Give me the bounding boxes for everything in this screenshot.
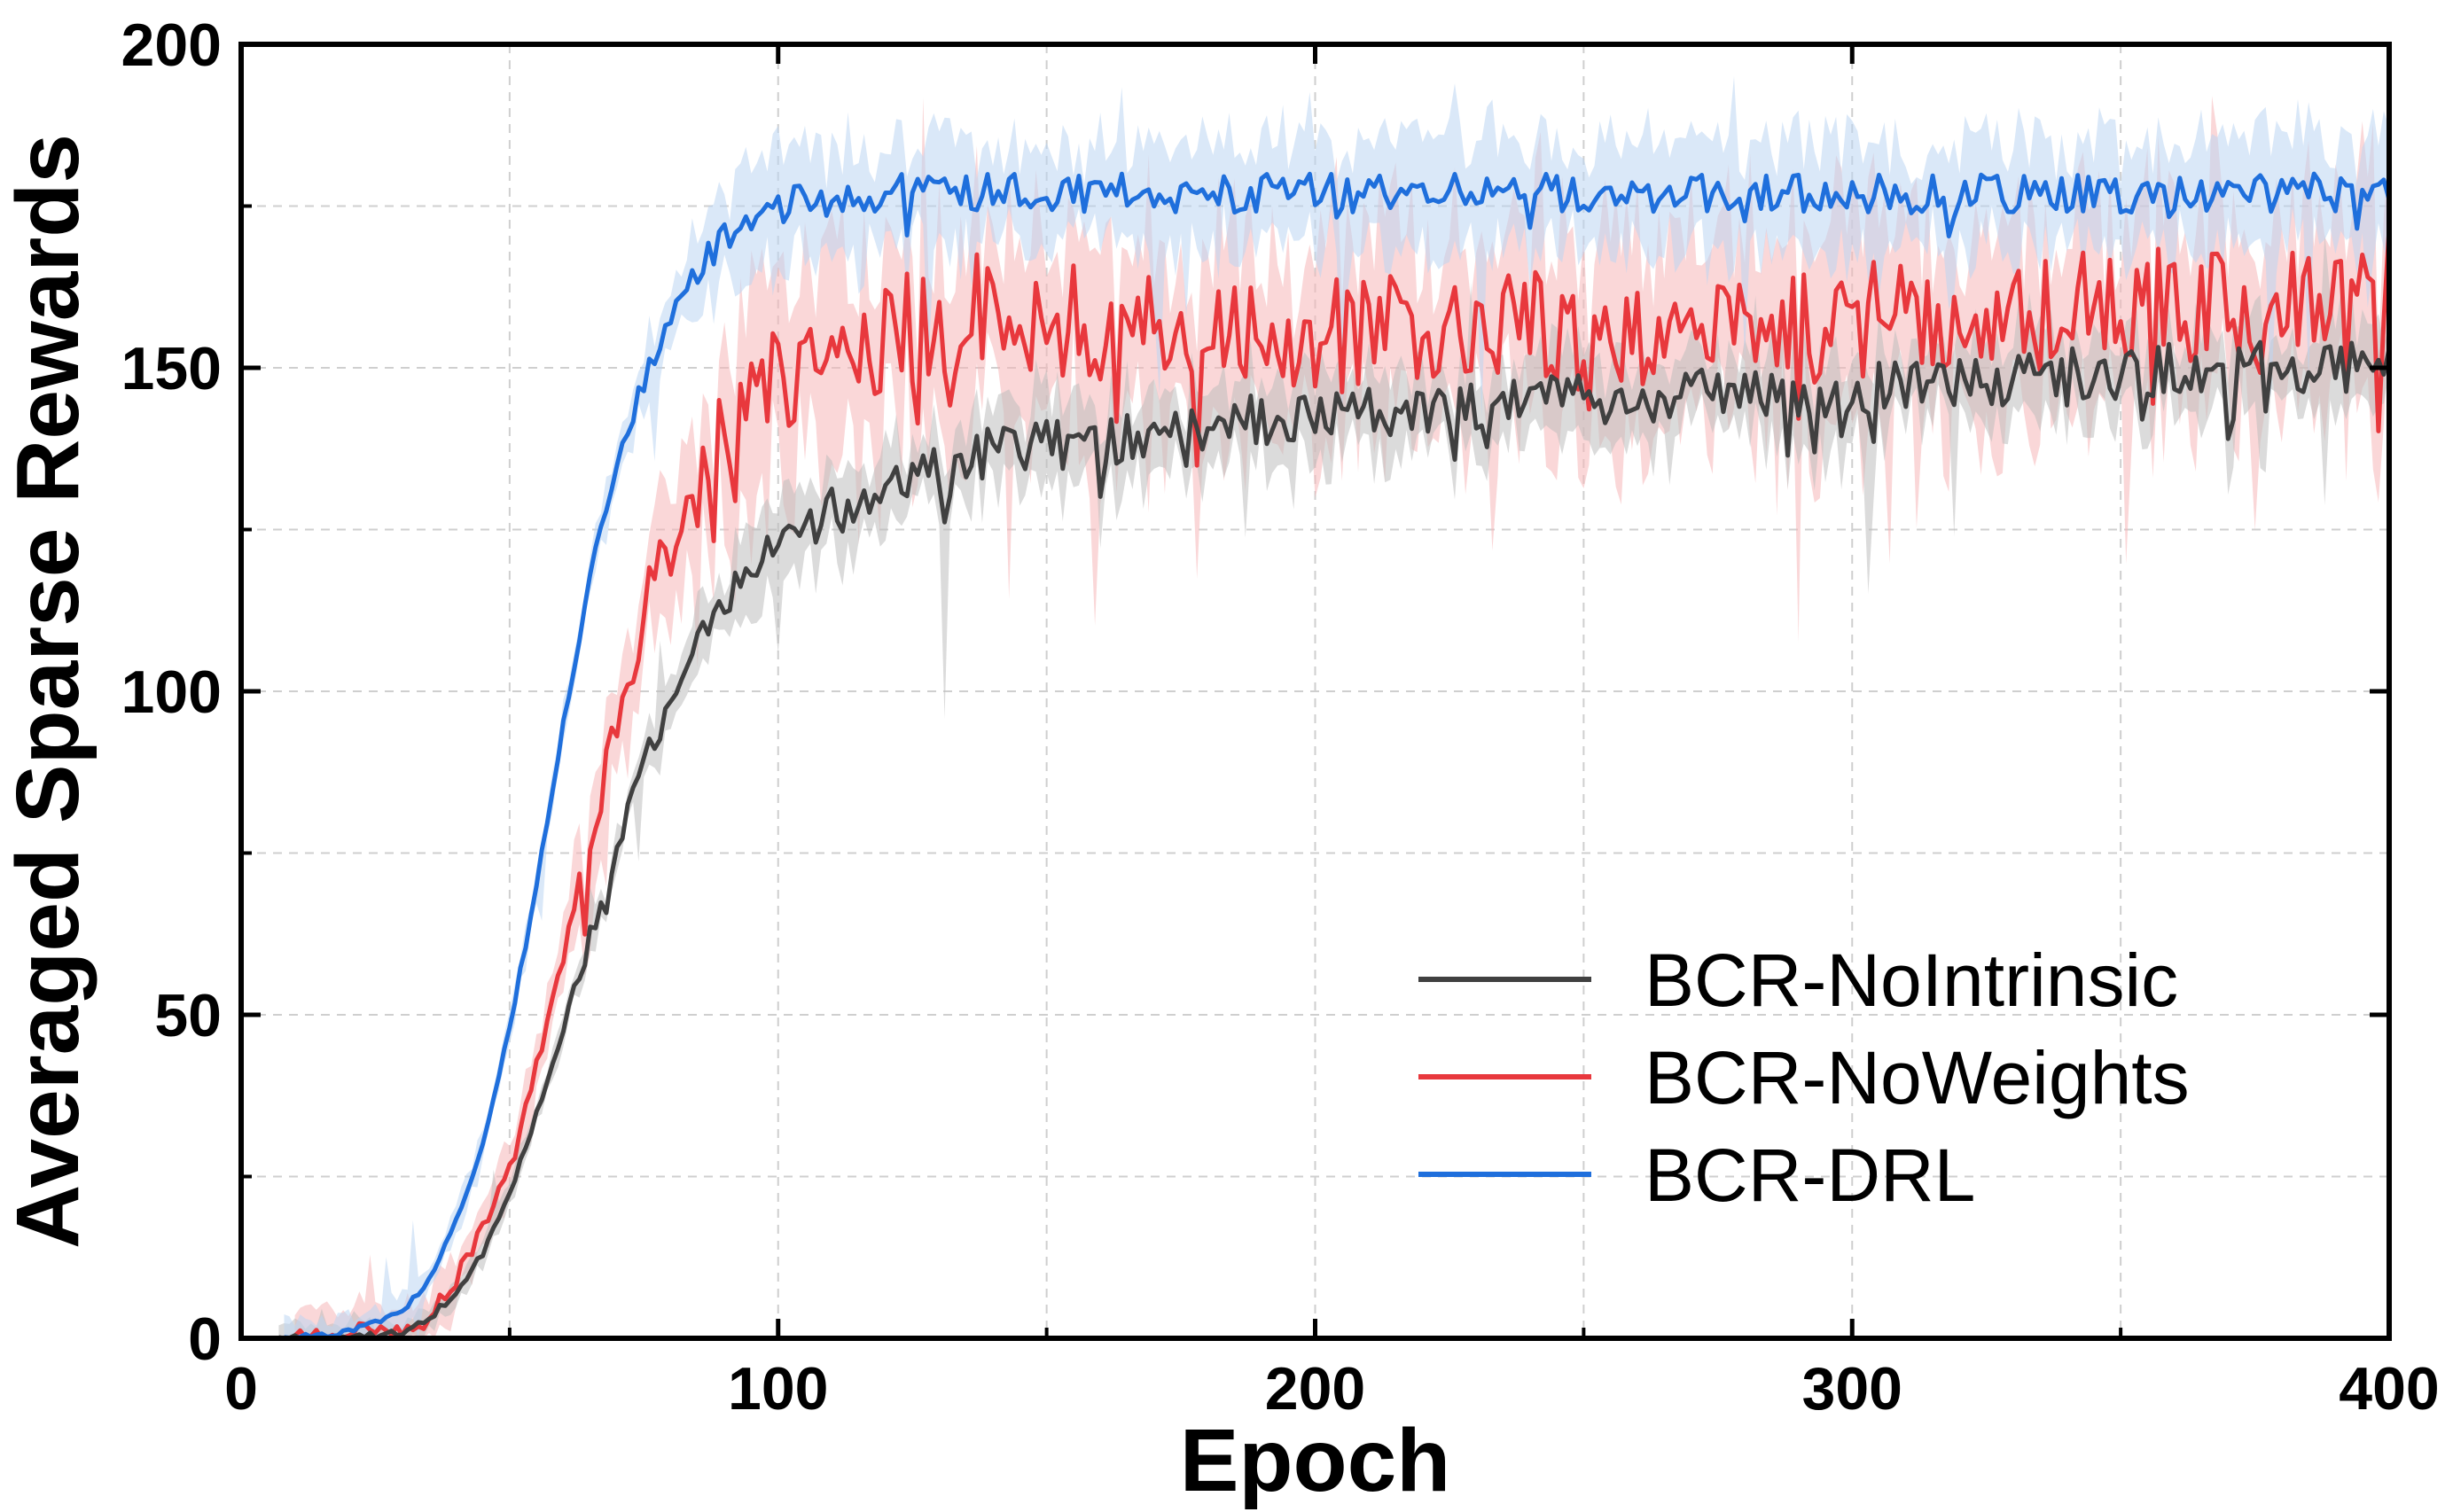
x-axis-title: Epoch	[1180, 1411, 1451, 1510]
y-axis-title: Averaged Sparse Rewards	[0, 134, 98, 1249]
legend-label: BCR-DRL	[1644, 1134, 1975, 1217]
band-bcr-drl	[284, 76, 2389, 1338]
x-tick-label: 400	[2339, 1355, 2439, 1422]
series-lines	[277, 171, 2392, 1341]
y-tick-label: 150	[121, 335, 222, 402]
x-tick-label: 200	[1265, 1355, 1365, 1422]
y-tick-label: 100	[121, 659, 222, 726]
line-bcr-drl	[284, 171, 2392, 1341]
x-tick-label: 300	[1802, 1355, 1902, 1422]
axis-ticks: 0 100 200 300 400 0 50 100 150 200	[121, 12, 2440, 1422]
x-tick-label: 0	[224, 1355, 258, 1422]
x-tick-label: 100	[728, 1355, 828, 1422]
variance-bands	[278, 76, 2390, 1339]
y-tick-label: 50	[154, 982, 222, 1049]
legend-label: BCR-NoWeights	[1644, 1036, 2190, 1119]
band-bcr-nointrinsic	[278, 234, 2390, 1339]
legend-label: BCR-NoIntrinsic	[1644, 939, 2178, 1022]
line-bcr-nointrinsic	[277, 339, 2392, 1341]
legend: BCR-NoIntrinsic BCR-NoWeights BCR-DRL	[1418, 939, 2190, 1217]
y-tick-label: 200	[121, 12, 222, 79]
y-tick-label: 0	[188, 1305, 222, 1373]
